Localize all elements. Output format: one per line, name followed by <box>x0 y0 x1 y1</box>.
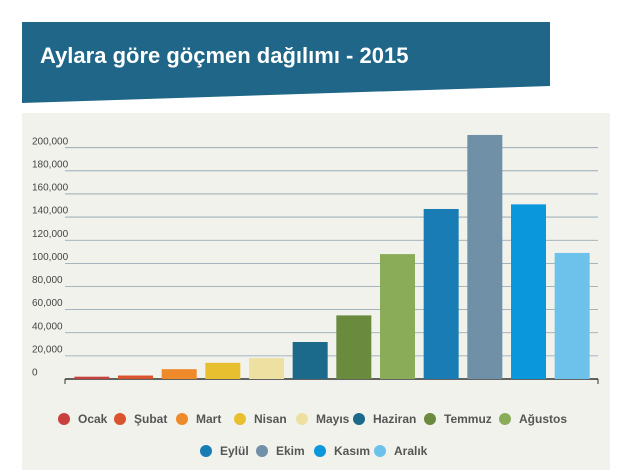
y-tick-label: 160,000 <box>32 183 69 194</box>
bar <box>336 315 372 379</box>
legend-label: Kasım <box>334 444 370 458</box>
legend-swatch <box>374 445 386 457</box>
y-tick-label: 40,000 <box>32 321 63 332</box>
bar <box>423 208 459 379</box>
legend-swatch <box>200 445 212 457</box>
y-tick-label: 100,000 <box>32 252 69 263</box>
legend-label: Nisan <box>254 412 287 426</box>
legend-label: Haziran <box>373 412 416 426</box>
legend-swatch <box>499 413 511 425</box>
y-tick-label: 180,000 <box>32 159 69 170</box>
bar <box>467 134 503 379</box>
legend-swatch <box>114 413 126 425</box>
y-tick-label: 80,000 <box>32 275 63 286</box>
legend-label: Mart <box>196 412 221 426</box>
legend-swatch <box>296 413 308 425</box>
title-banner <box>22 22 550 103</box>
legend-swatch <box>353 413 365 425</box>
bar <box>74 376 110 379</box>
legend-label: Eylül <box>220 444 249 458</box>
y-tick-label: 60,000 <box>32 298 63 309</box>
bar <box>249 358 284 379</box>
bar <box>161 369 197 379</box>
legend-label: Şubat <box>134 412 167 426</box>
legend-label: Aralık <box>394 444 428 458</box>
legend-label: Ocak <box>78 412 108 426</box>
y-tick-label: 140,000 <box>32 206 69 217</box>
y-tick-label: 200,000 <box>32 136 69 147</box>
legend-swatch <box>176 413 188 425</box>
y-tick-label: 20,000 <box>32 345 63 356</box>
legend-swatch <box>256 445 268 457</box>
bar <box>292 341 328 379</box>
legend-label: Mayıs <box>316 412 350 426</box>
legend-swatch <box>314 445 326 457</box>
bar <box>554 252 590 379</box>
y-tick-label: 0 <box>32 368 38 379</box>
y-tick-label: 120,000 <box>32 229 69 240</box>
legend-swatch <box>234 413 246 425</box>
legend-label: Temmuz <box>444 412 492 426</box>
bar <box>205 362 241 379</box>
bar <box>380 254 415 379</box>
legend-label: Ağustos <box>519 412 567 426</box>
bar <box>118 375 153 379</box>
legend-label: Ekim <box>276 444 305 458</box>
chart-title: Aylara göre göçmen dağılımı - 2015 <box>40 43 408 68</box>
bar <box>511 204 546 379</box>
legend-swatch <box>58 413 70 425</box>
legend-swatch <box>424 413 436 425</box>
